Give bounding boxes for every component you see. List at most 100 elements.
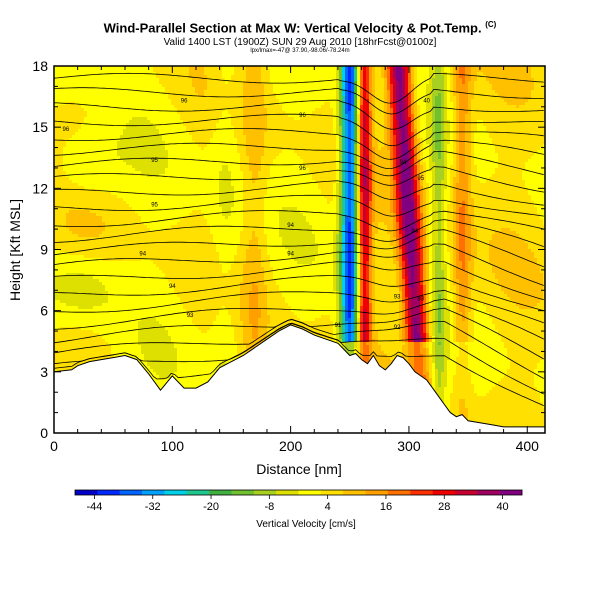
field-cell xyxy=(81,348,85,352)
field-cell xyxy=(90,306,94,310)
field-cell xyxy=(132,177,136,181)
field-cell xyxy=(117,78,121,82)
field-cell xyxy=(144,309,148,313)
field-cell xyxy=(171,132,175,136)
field-cell xyxy=(120,201,124,205)
field-cell xyxy=(123,282,127,286)
field-cell xyxy=(102,81,106,85)
field-cell xyxy=(90,102,94,106)
field-cell xyxy=(102,342,106,346)
field-cell xyxy=(93,72,97,76)
field-cell xyxy=(120,207,124,211)
field-cell xyxy=(105,174,109,178)
field-cell xyxy=(141,246,145,250)
field-cell xyxy=(96,120,100,124)
field-cell xyxy=(147,84,151,88)
field-cell xyxy=(99,69,103,73)
field-cell xyxy=(132,147,136,151)
field-cell xyxy=(81,291,85,295)
field-cell xyxy=(171,330,175,334)
field-cell xyxy=(138,264,142,268)
field-cell xyxy=(168,225,172,229)
field-cell xyxy=(96,93,100,97)
field-cell xyxy=(159,144,163,148)
field-cell xyxy=(159,156,163,160)
field-cell xyxy=(153,93,157,97)
field-cell xyxy=(165,66,169,70)
field-cell xyxy=(147,366,151,370)
field-cell xyxy=(153,312,157,316)
field-cell xyxy=(132,180,136,184)
field-cell xyxy=(156,198,160,202)
field-cell xyxy=(108,195,112,199)
field-cell xyxy=(72,93,76,97)
field-cell xyxy=(138,162,142,166)
field-cell xyxy=(153,288,157,292)
field-cell xyxy=(153,117,157,121)
field-cell xyxy=(162,306,166,310)
field-cell xyxy=(171,210,175,214)
field-cell xyxy=(171,195,175,199)
field-cell xyxy=(57,348,61,352)
field-cell xyxy=(129,306,133,310)
field-cell xyxy=(69,144,73,148)
field-cell xyxy=(147,351,151,355)
field-cell xyxy=(126,198,130,202)
field-cell xyxy=(81,114,85,118)
field-cell xyxy=(147,336,151,340)
field-cell xyxy=(117,288,121,292)
field-cell xyxy=(54,129,58,133)
field-cell xyxy=(90,207,94,211)
field-cell xyxy=(126,96,130,100)
field-cell xyxy=(60,165,64,169)
field-cell xyxy=(117,156,121,160)
field-cell xyxy=(117,159,121,163)
field-cell xyxy=(147,282,151,286)
field-cell xyxy=(72,366,76,370)
field-cell xyxy=(168,135,172,139)
field-cell xyxy=(123,234,127,238)
field-cell xyxy=(144,132,148,136)
field-cell xyxy=(57,225,61,229)
field-cell xyxy=(174,237,178,241)
field-cell xyxy=(153,291,157,295)
field-cell xyxy=(114,345,118,349)
field-cell xyxy=(63,138,67,142)
field-cell xyxy=(153,159,157,163)
field-cell xyxy=(108,234,112,238)
field-cell xyxy=(72,129,76,133)
field-cell xyxy=(108,201,112,205)
field-cell xyxy=(126,66,130,70)
field-cell xyxy=(123,279,127,283)
field-cell xyxy=(111,213,115,217)
field-cell xyxy=(105,246,109,250)
field-cell xyxy=(156,144,160,148)
field-cell xyxy=(162,168,166,172)
field-cell xyxy=(72,105,76,109)
field-cell xyxy=(126,90,130,94)
field-cell xyxy=(111,345,115,349)
field-cell xyxy=(66,120,70,124)
field-cell xyxy=(114,159,118,163)
field-cell xyxy=(153,135,157,139)
field-cell xyxy=(102,177,106,181)
field-cell xyxy=(144,267,148,271)
field-cell xyxy=(60,96,64,100)
field-cell xyxy=(84,144,88,148)
field-cell xyxy=(132,144,136,148)
field-cell xyxy=(96,186,100,190)
field-cell xyxy=(150,99,154,103)
field-cell xyxy=(90,276,94,280)
field-cell xyxy=(81,354,85,358)
field-cell xyxy=(171,192,175,196)
field-cell xyxy=(123,180,127,184)
field-cell xyxy=(162,102,166,106)
field-cell xyxy=(129,180,133,184)
field-cell xyxy=(93,111,97,115)
field-cell xyxy=(129,282,133,286)
field-cell xyxy=(54,321,58,325)
field-cell xyxy=(63,180,67,184)
field-cell xyxy=(138,237,142,241)
field-cell xyxy=(75,279,79,283)
field-cell xyxy=(159,96,163,100)
